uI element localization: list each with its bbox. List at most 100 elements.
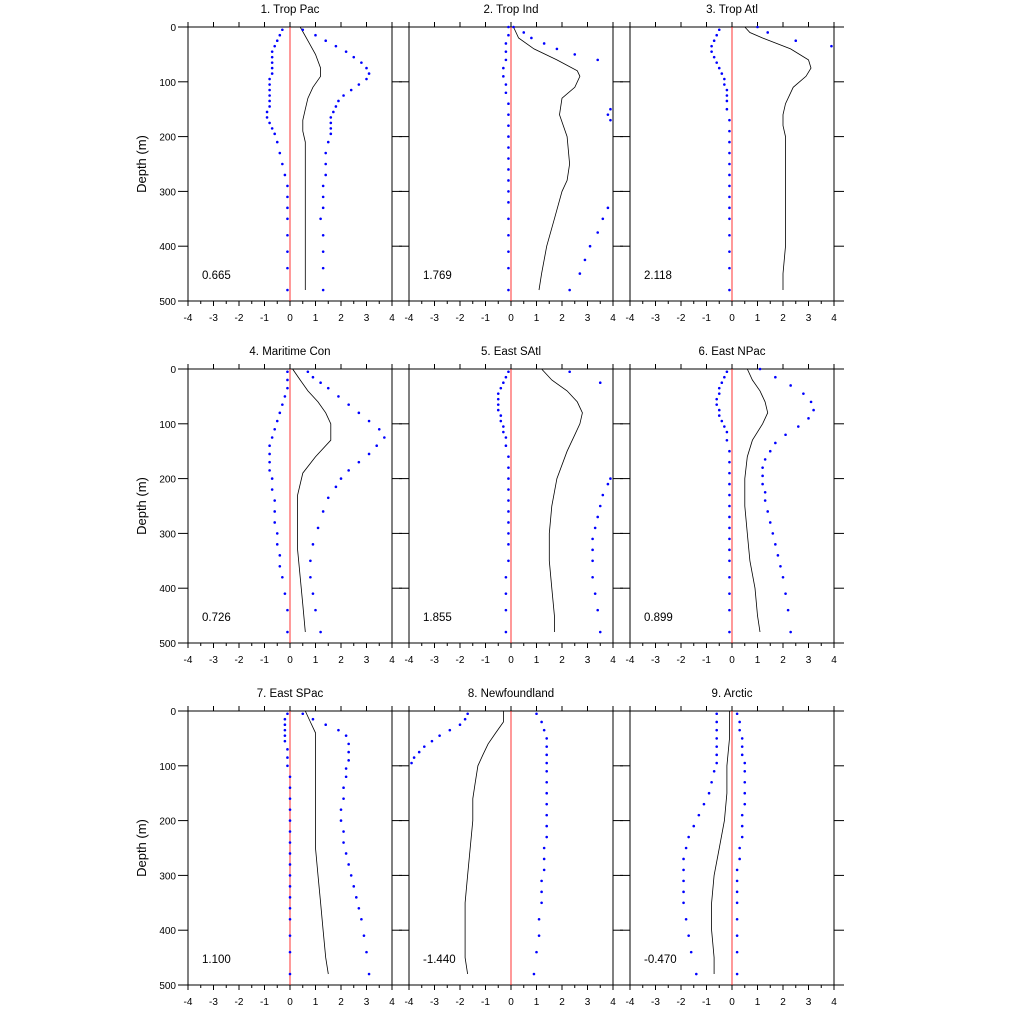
x-tick-label: 1 xyxy=(755,655,761,666)
series-upper-dot xyxy=(781,575,785,579)
chart-panel: 1. Trop Pac -4 -3 -2 -1 0 1 2 3 4 0 100 200 300 400 500… xyxy=(134,4,402,324)
panel-value-label: 0.726 xyxy=(202,612,231,624)
series-lower-dot xyxy=(278,33,282,37)
series-upper-dot xyxy=(337,395,340,398)
x-tick-label: 2 xyxy=(338,997,344,1008)
panel-title: 1. Trop Pac xyxy=(261,4,320,16)
series-upper-dot xyxy=(321,206,325,210)
x-tick-label: -1 xyxy=(702,655,711,666)
series-upper-dot xyxy=(512,25,515,29)
series-upper-dot xyxy=(568,370,571,374)
series-lower-dot xyxy=(507,33,510,37)
series-lower-dot xyxy=(728,162,731,166)
series-upper-dot xyxy=(344,734,348,737)
series-lower-dot xyxy=(507,559,510,563)
series-upper-dot xyxy=(771,532,775,535)
x-tick-label: 2 xyxy=(780,655,786,666)
series-lower-dot xyxy=(684,846,688,850)
series-upper-dot xyxy=(324,723,328,726)
series-lower-dot xyxy=(275,543,279,546)
series-lower-dot xyxy=(504,575,508,579)
series-lower-dot xyxy=(728,460,731,464)
panel-value-label: -0.470 xyxy=(644,954,677,966)
series-lower-dot xyxy=(507,217,510,221)
series-lower-dot xyxy=(268,99,271,103)
series-lower-dot xyxy=(286,386,289,390)
y-axis-label: Depth (m) xyxy=(134,135,149,193)
series-lower-dot xyxy=(728,233,731,237)
x-tick-label: 1 xyxy=(313,655,319,666)
series-lower-dot xyxy=(715,61,718,64)
series-upper-dot xyxy=(321,233,325,237)
series-lower-dot xyxy=(275,532,279,535)
series-lower-dot xyxy=(682,868,685,872)
chart-panel: 5. East SAtl -4 -3 -2 -1 0 1 2 3 4 1.855 xyxy=(399,346,623,666)
series-upper-dot xyxy=(789,384,792,387)
panel-title: 7. East SPac xyxy=(257,688,324,700)
series-upper-dot xyxy=(761,466,764,469)
series-upper-dot xyxy=(545,813,548,817)
series-upper-dot xyxy=(316,526,320,530)
series-lower-dot xyxy=(710,780,713,784)
series-upper-dot xyxy=(545,737,548,740)
x-tick-label: -3 xyxy=(209,313,218,324)
series-upper-dot xyxy=(357,906,361,910)
series-lower-dot xyxy=(507,532,510,535)
x-tick-label: 0 xyxy=(729,655,735,666)
x-tick-label: -4 xyxy=(405,313,414,324)
series-upper-dot xyxy=(311,592,315,595)
series-upper-dot xyxy=(542,846,546,850)
series-lower-dot xyxy=(728,173,731,177)
series-upper-dot xyxy=(598,381,602,385)
series-lower-dot xyxy=(275,39,279,42)
series-lower-dot xyxy=(288,906,292,910)
x-tick-label: -4 xyxy=(405,655,414,666)
series-upper-dot xyxy=(337,99,340,103)
y-tick-label: 100 xyxy=(159,420,176,431)
series-upper-dot xyxy=(735,879,739,883)
series-lower-dot xyxy=(725,370,729,374)
series-lower-dot xyxy=(270,50,274,53)
series-upper-dot xyxy=(319,381,322,385)
x-tick-label: -1 xyxy=(260,313,269,324)
x-tick-label: 3 xyxy=(806,313,812,324)
series-lower-dot xyxy=(507,233,510,237)
series-lower-dot xyxy=(507,521,510,524)
x-tick-label: -2 xyxy=(235,313,244,324)
series-lower-dot xyxy=(283,395,287,398)
series-lower-dot xyxy=(270,436,274,439)
x-tick-label: -3 xyxy=(651,313,660,324)
series-lower-dot xyxy=(504,91,508,95)
series-lower-dot xyxy=(682,901,685,905)
series-upper-dot xyxy=(774,543,777,546)
series-lower-dot xyxy=(710,50,713,53)
series-mean-line xyxy=(513,26,581,291)
series-lower-dot xyxy=(712,39,716,42)
series-lower-dot xyxy=(502,66,505,70)
series-upper-dot xyxy=(591,559,594,563)
series-lower-dot xyxy=(684,917,688,921)
series-upper-dot xyxy=(324,162,328,166)
series-lower-dot xyxy=(507,190,510,193)
chart-panel: 2. Trop Ind -4 -3 -2 -1 0 1 2 3 4 1.769 xyxy=(399,4,623,324)
series-lower-dot xyxy=(507,499,510,502)
series-upper-dot xyxy=(339,477,343,480)
series-lower-dot xyxy=(286,288,289,292)
series-lower-dot xyxy=(268,469,271,472)
x-tick-label: 4 xyxy=(389,313,395,324)
panel-title: 6. East NPac xyxy=(698,346,765,358)
series-upper-dot xyxy=(743,761,747,765)
series-lower-dot xyxy=(268,460,271,464)
series-upper-dot xyxy=(321,195,325,199)
x-tick-label: 0 xyxy=(287,997,293,1008)
series-lower-dot xyxy=(507,543,510,546)
y-tick-label: 500 xyxy=(159,981,176,992)
x-tick-label: 1 xyxy=(313,313,319,324)
series-upper-dot xyxy=(347,403,350,406)
series-lower-dot xyxy=(507,266,510,270)
series-upper-dot xyxy=(301,712,305,716)
series-upper-dot xyxy=(383,436,386,439)
series-upper-dot xyxy=(311,717,315,721)
x-tick-label: -4 xyxy=(184,313,193,324)
series-lower-dot xyxy=(507,370,510,374)
